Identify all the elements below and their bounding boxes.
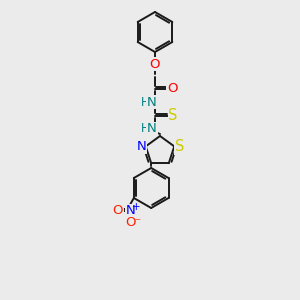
Text: ⁻: ⁻ (134, 217, 140, 230)
Text: O: O (167, 82, 177, 95)
Text: N: N (147, 122, 157, 136)
Text: H: H (141, 122, 149, 136)
Text: N: N (126, 205, 136, 218)
Text: N: N (137, 140, 147, 153)
Text: O: O (126, 217, 136, 230)
Text: O: O (112, 205, 123, 218)
Text: H: H (141, 95, 149, 109)
Text: O: O (150, 58, 160, 70)
Text: S: S (168, 109, 178, 124)
Text: N: N (147, 95, 157, 109)
Text: S: S (175, 139, 184, 154)
Text: +: + (132, 202, 140, 212)
